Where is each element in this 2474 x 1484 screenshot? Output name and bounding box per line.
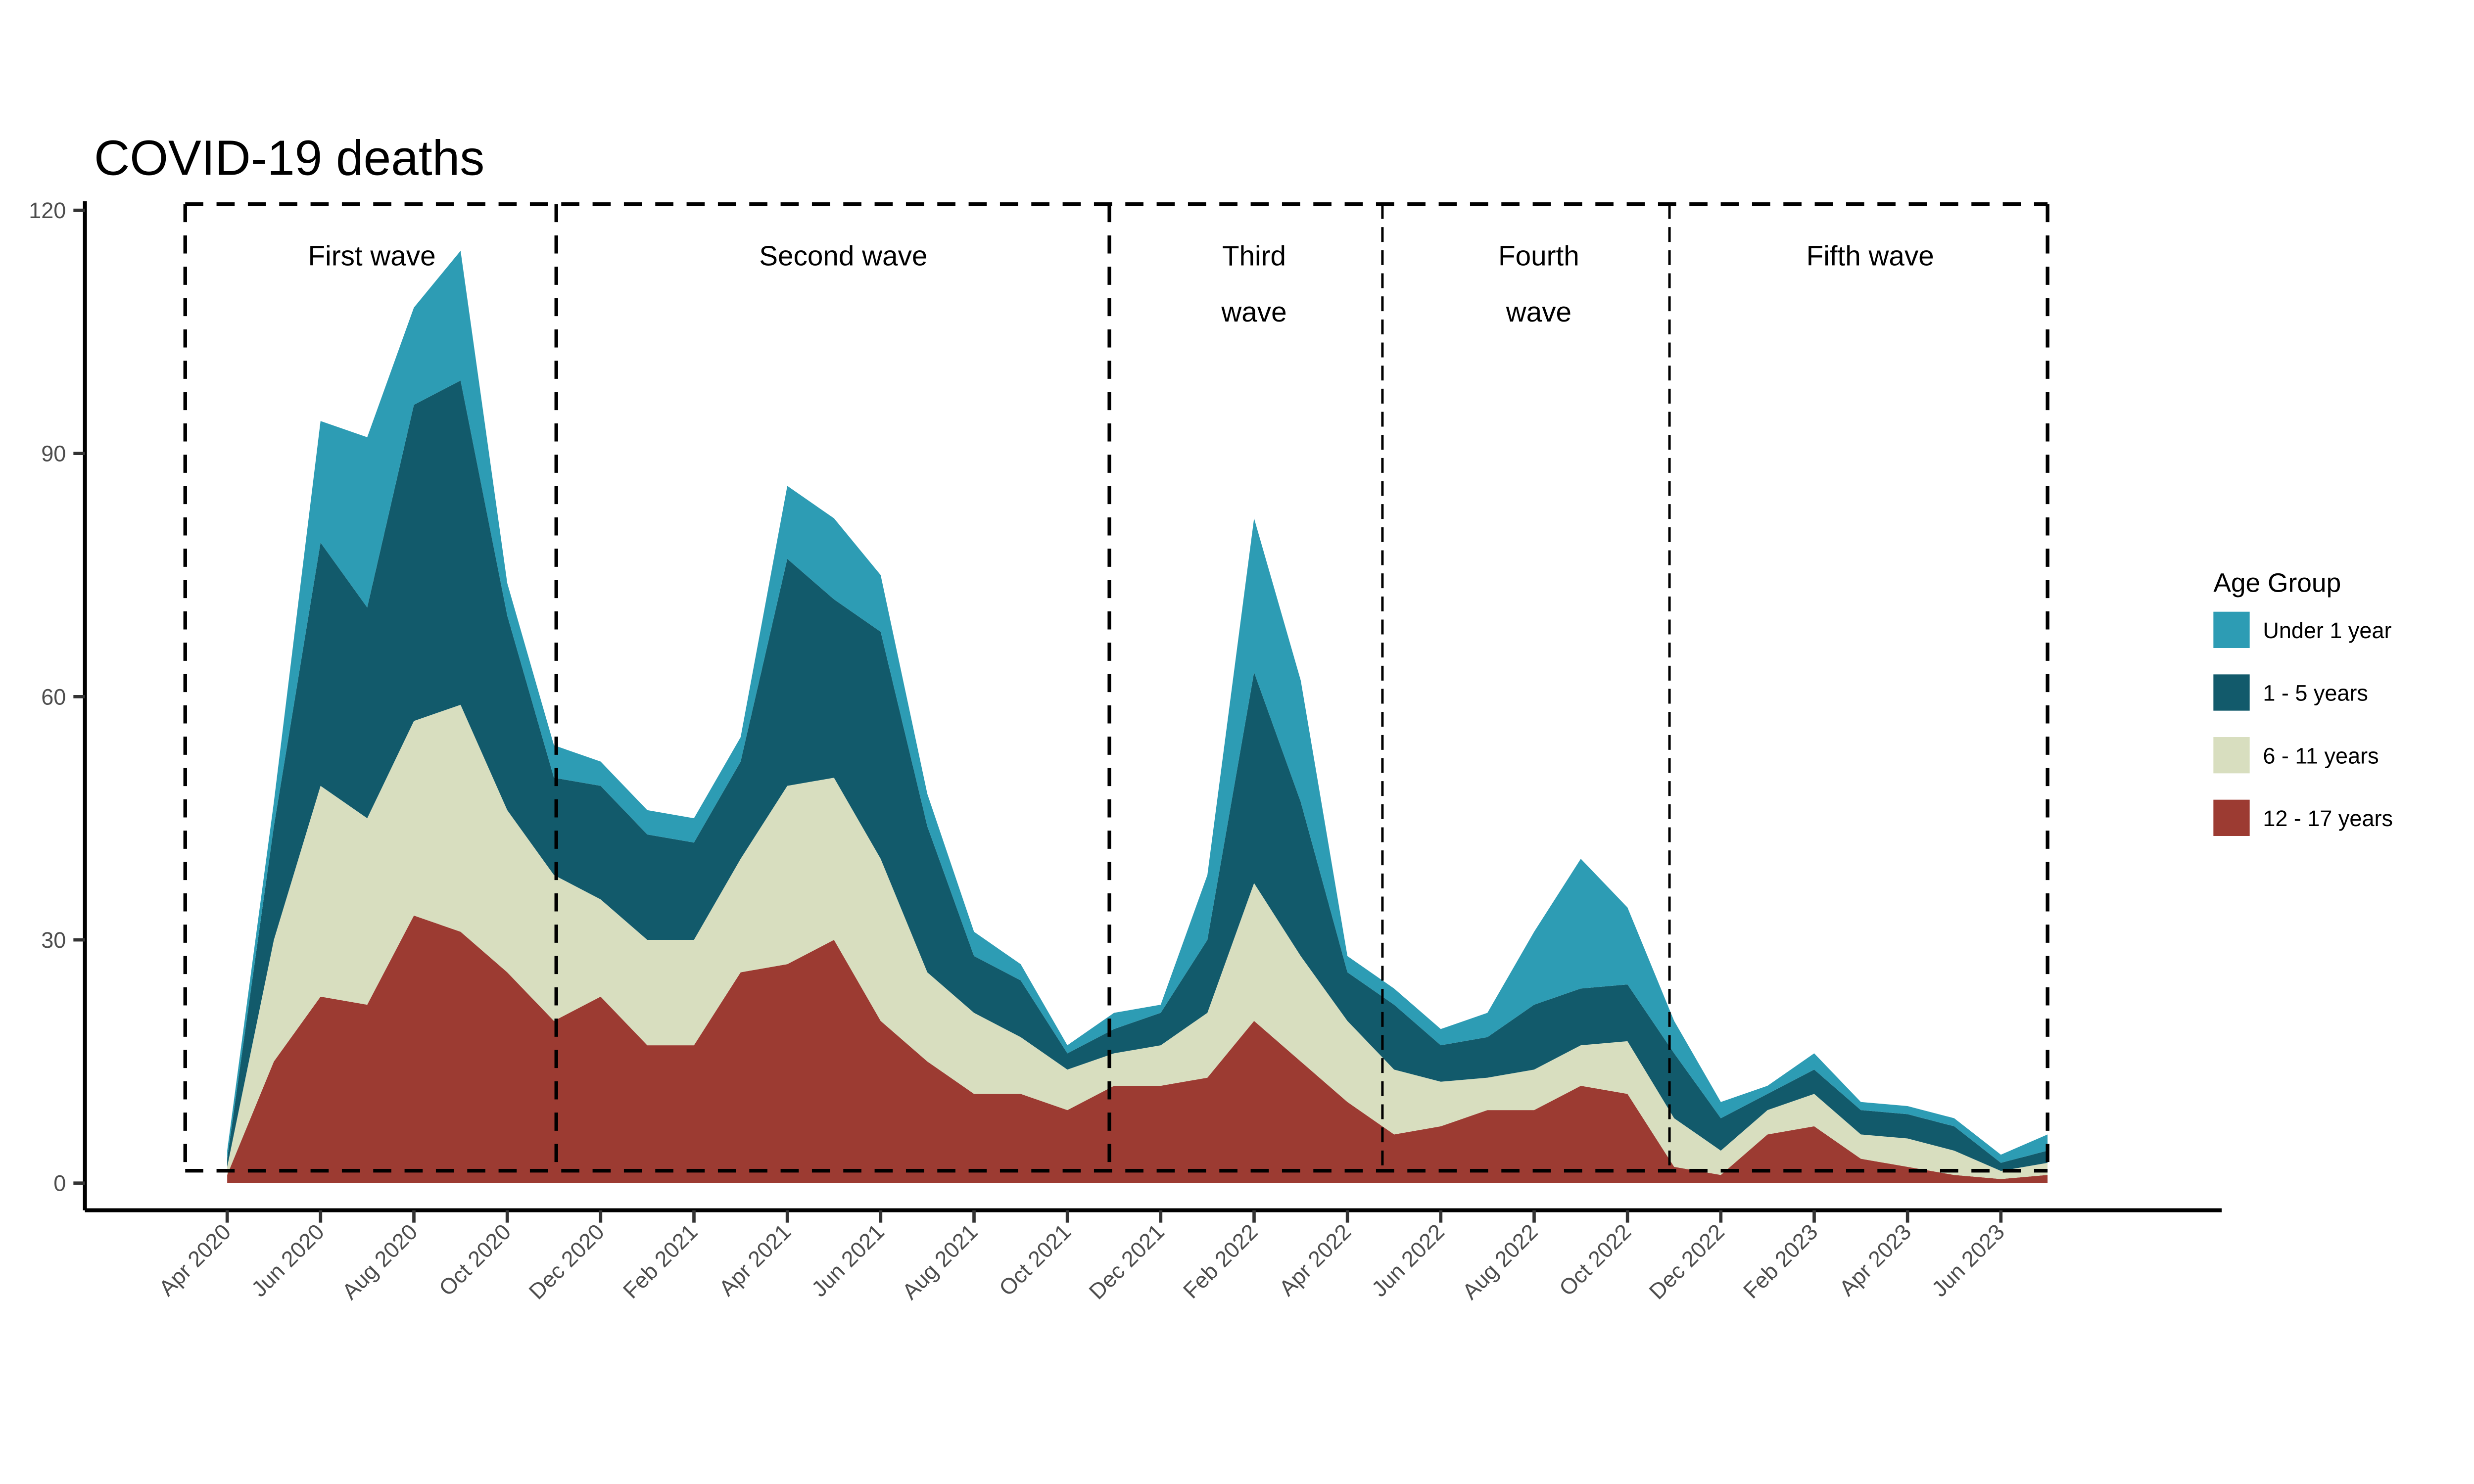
x-tick-label: Dec 2021	[1084, 1219, 1169, 1304]
legend-swatch-12---17-years	[2213, 799, 2250, 836]
x-tick-label: Apr 2022	[1274, 1219, 1356, 1300]
x-tick-label: Dec 2022	[1644, 1219, 1729, 1304]
legend-label-12---17-years: 12 - 17 years	[2263, 806, 2393, 831]
x-tick-label: Apr 2020	[154, 1219, 236, 1300]
x-tick-label: Aug 2021	[897, 1219, 982, 1304]
x-tick-label: Feb 2022	[1178, 1219, 1263, 1303]
x-tick-label: Jun 2022	[1367, 1219, 1449, 1301]
area-12---17-years	[227, 915, 2048, 1183]
x-tick-label: Aug 2020	[337, 1219, 422, 1304]
legend-title: Age Group	[2213, 569, 2341, 598]
wave-label-4-line2: wave	[1506, 297, 1571, 328]
legend-swatch-under-1-year	[2213, 611, 2250, 648]
y-tick-label: 30	[41, 928, 66, 953]
chart-title: COVID-19 deaths	[94, 130, 484, 186]
x-tick-label: Feb 2023	[1738, 1219, 1823, 1303]
wave-label-3-line2: wave	[1221, 297, 1286, 328]
y-tick-label: 0	[53, 1171, 66, 1196]
y-tick-label: 90	[41, 441, 66, 466]
wave-label-3-line1: Third	[1222, 241, 1286, 272]
x-tick-label: Aug 2022	[1457, 1219, 1542, 1304]
x-tick-label: Apr 2021	[714, 1219, 796, 1300]
x-tick-label: Oct 2022	[1554, 1219, 1636, 1300]
x-tick-label: Dec 2020	[524, 1219, 609, 1304]
x-tick-label: Jun 2020	[246, 1219, 329, 1301]
x-tick-label: Oct 2020	[434, 1219, 516, 1300]
x-tick-label: Apr 2023	[1834, 1219, 1916, 1300]
x-tick-label: Jun 2023	[1927, 1219, 2009, 1301]
legend-label-1---5-years: 1 - 5 years	[2263, 681, 2368, 706]
legend-label-6---11-years: 6 - 11 years	[2263, 743, 2379, 768]
wave-label-4-line1: Fourth	[1498, 241, 1579, 272]
wave-label-1: First wave	[308, 241, 436, 272]
x-tick-label: Oct 2021	[994, 1219, 1076, 1300]
area-under-1-year	[227, 250, 2048, 1163]
legend-label-under-1-year: Under 1 year	[2263, 618, 2391, 643]
wave-label-2: Second wave	[759, 241, 927, 272]
legend-swatch-1---5-years	[2213, 674, 2250, 711]
y-tick-label: 120	[29, 198, 66, 223]
area-1---5-years	[227, 380, 2048, 1171]
x-tick-label: Jun 2021	[807, 1219, 889, 1301]
y-tick-label: 60	[41, 684, 66, 709]
area-6---11-years	[227, 704, 2048, 1179]
x-tick-label: Feb 2021	[618, 1219, 703, 1303]
wave-label-5: Fifth wave	[1807, 241, 1934, 272]
legend-swatch-6---11-years	[2213, 737, 2250, 774]
